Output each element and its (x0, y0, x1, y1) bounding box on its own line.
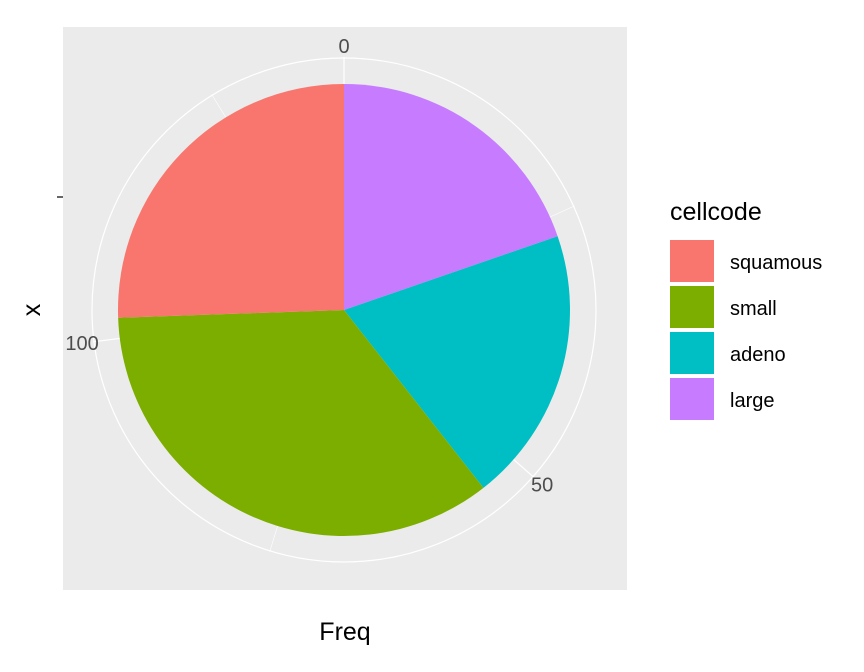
legend-key-small (670, 286, 714, 328)
legend-label-squamous: squamous (730, 252, 822, 274)
legend-label-small: small (730, 298, 777, 320)
pie-slice-squamous (117, 83, 344, 318)
slice-layer (117, 83, 570, 537)
theta-tick-label: 0 (338, 36, 349, 58)
pie-slice-large (344, 84, 558, 310)
tick-layer: 0 50 100 (65, 36, 553, 497)
x-axis-title: Freq (319, 618, 370, 646)
legend-label-large: large (730, 390, 774, 412)
legend-key-large (670, 378, 714, 420)
legend: cellcode squamous small adeno large (670, 198, 822, 420)
pie-slice-adeno (344, 236, 570, 488)
theta-tick-label: 100 (65, 333, 98, 355)
y-axis-title: x (18, 303, 46, 316)
theta-tick-label: 50 (531, 475, 553, 497)
legend-title: cellcode (670, 198, 762, 226)
legend-key-squamous (670, 240, 714, 282)
legend-label-adeno: adeno (730, 344, 786, 366)
legend-key-adeno (670, 332, 714, 374)
pie-slice-small (118, 310, 484, 537)
